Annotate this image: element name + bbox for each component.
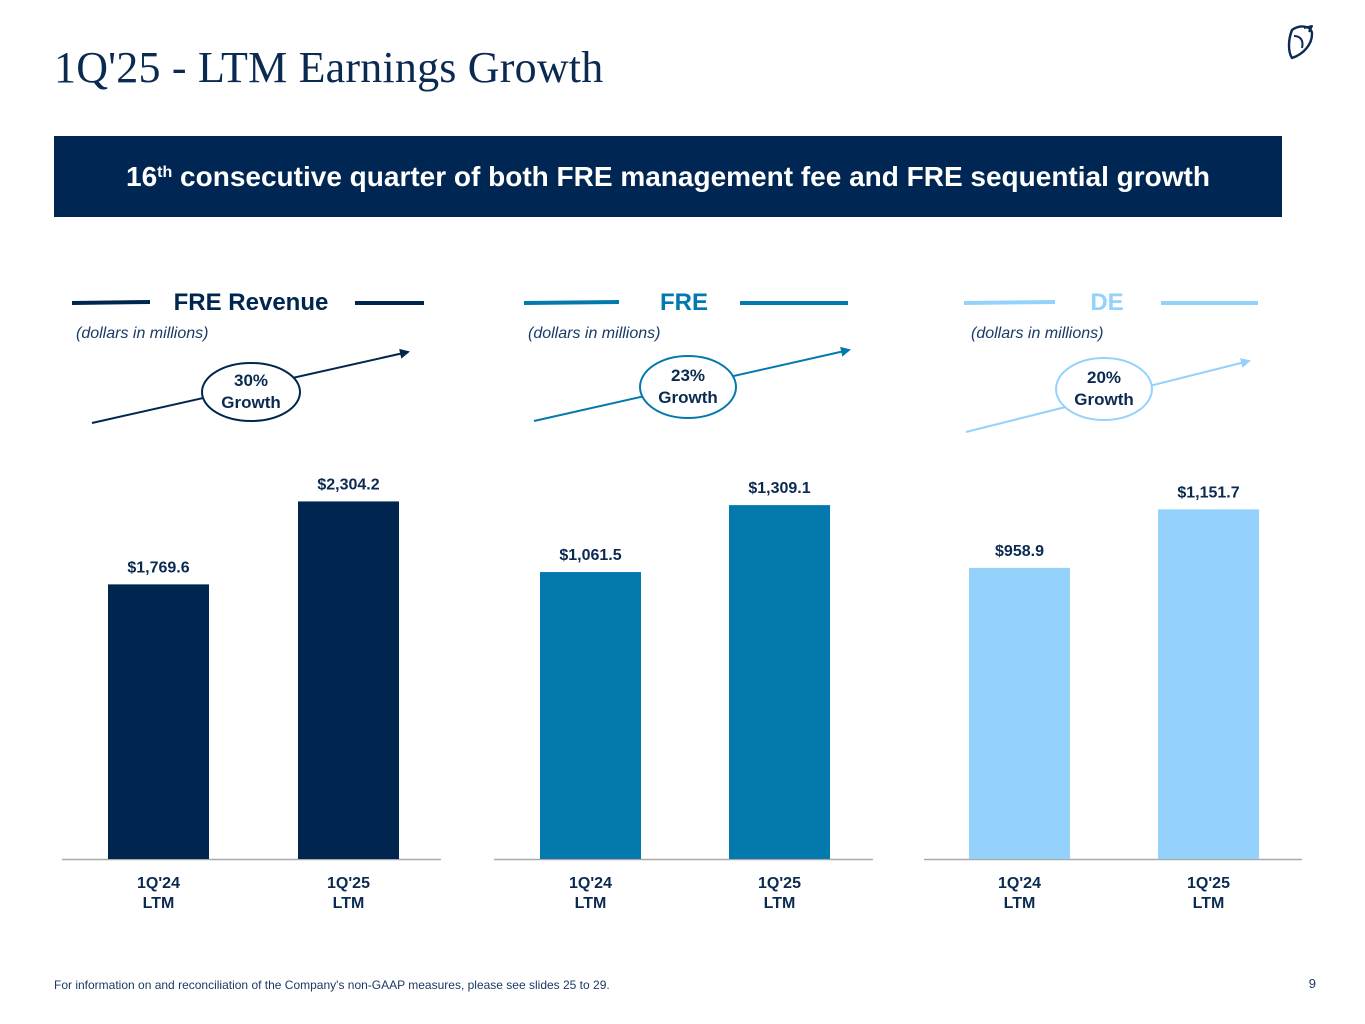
growth-label: Growth xyxy=(658,388,718,407)
growth-label: Growth xyxy=(1074,390,1134,409)
category-label: LTM xyxy=(333,895,365,912)
bar-value-label: $1,769.6 xyxy=(127,559,189,576)
category-label: 1Q'25 xyxy=(1187,875,1230,892)
category-label: LTM xyxy=(764,895,796,912)
bar-value-label: $2,304.2 xyxy=(317,476,379,493)
bar-value-label: $1,151.7 xyxy=(1177,484,1239,501)
category-label: 1Q'25 xyxy=(327,875,370,892)
unit-note: (dollars in millions) xyxy=(76,325,208,342)
category-label: LTM xyxy=(143,895,175,912)
category-label: 1Q'24 xyxy=(137,875,180,892)
bird-logo-icon xyxy=(1287,25,1314,60)
bar-2 xyxy=(1158,509,1259,859)
title-rule-left xyxy=(523,300,620,305)
unit-note: (dollars in millions) xyxy=(971,325,1103,342)
bar-value-label: $1,061.5 xyxy=(559,547,621,564)
bar-value-label: $958.9 xyxy=(995,543,1044,560)
banner-text: consecutive quarter of both FRE manageme… xyxy=(172,160,1210,192)
category-label: LTM xyxy=(1193,895,1225,912)
chart-panel-3: DE (dollars in millions) 20% Growth $958.9 1Q… xyxy=(924,289,1302,912)
chart-title: FRE xyxy=(660,289,708,316)
title-rule-left xyxy=(71,300,151,305)
unit-note: (dollars in millions) xyxy=(528,325,660,342)
chart-panel-2: FRE(dollars in millions) 23% Growth $1,061.… xyxy=(494,289,873,912)
chart-title: FRE Revenue xyxy=(174,289,329,316)
title-rule-left xyxy=(963,300,1056,305)
page-number: 9 xyxy=(1308,976,1316,991)
growth-bubble xyxy=(201,362,301,422)
category-label: 1Q'24 xyxy=(998,875,1041,892)
category-label: 1Q'25 xyxy=(758,875,801,892)
bar-1 xyxy=(540,572,641,859)
growth-bubble xyxy=(1055,357,1153,421)
growth-label: Growth xyxy=(221,393,281,412)
bar-value-label: $1,309.1 xyxy=(748,480,810,497)
chart-panel-1: FRE Revenue (dollars in millions) 30% Growt… xyxy=(62,289,441,912)
bar-2 xyxy=(729,505,830,859)
growth-bubble xyxy=(639,355,737,419)
page-title: 1Q'25 - LTM Earnings Growth xyxy=(54,43,604,92)
bar-1 xyxy=(108,584,209,859)
growth-label: 20% xyxy=(1087,368,1121,387)
chart-title: DE xyxy=(1090,289,1123,316)
growth-label: 23% xyxy=(671,366,705,385)
footnote: For information on and reconciliation of… xyxy=(54,978,610,992)
category-label: LTM xyxy=(1004,895,1036,912)
category-label: LTM xyxy=(575,895,607,912)
bar-2 xyxy=(298,501,399,859)
banner-superscript: th xyxy=(157,163,173,181)
banner-number: 16 xyxy=(126,160,158,192)
category-label: 1Q'24 xyxy=(569,875,612,892)
bar-1 xyxy=(969,567,1070,859)
growth-label: 30% xyxy=(234,371,268,390)
